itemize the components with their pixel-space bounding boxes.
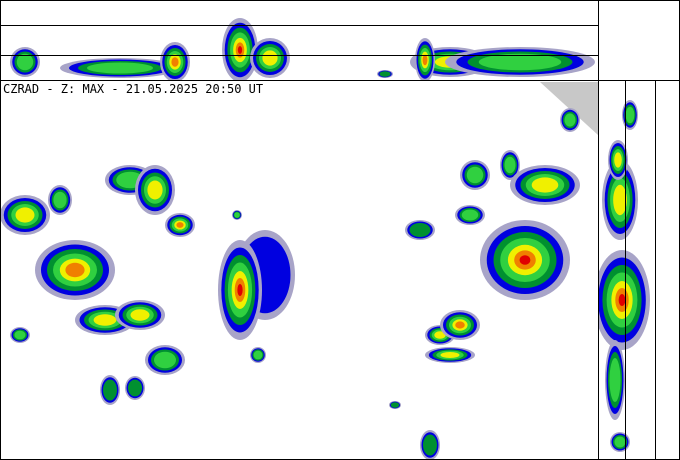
- echo: [422, 54, 428, 66]
- main-map: [1, 82, 598, 460]
- echo: [504, 156, 516, 174]
- echo: [171, 57, 179, 67]
- echo: [609, 358, 621, 402]
- echo: [478, 53, 562, 71]
- echo: [14, 330, 26, 340]
- echo: [379, 71, 391, 77]
- echo: [130, 309, 150, 321]
- echo: [434, 331, 446, 339]
- echo: [455, 321, 465, 329]
- echo: [531, 177, 559, 193]
- echo: [237, 46, 243, 54]
- echo: [16, 53, 34, 71]
- echo: [262, 50, 278, 66]
- echo: [625, 106, 635, 124]
- echo: [103, 379, 117, 401]
- echo: [15, 207, 35, 223]
- echo: [618, 294, 626, 306]
- echo: [147, 180, 163, 200]
- echo: [466, 166, 484, 184]
- echo: [237, 284, 243, 296]
- echo: [390, 402, 400, 408]
- echo: [128, 379, 142, 397]
- echo: [564, 113, 576, 127]
- echo: [253, 350, 263, 360]
- echo: [519, 255, 531, 265]
- title: CZRAD - Z: MAX - 21.05.2025 20:50 UT: [3, 82, 263, 96]
- echo: [461, 209, 479, 221]
- echo: [87, 62, 153, 74]
- echo: [614, 436, 626, 448]
- echo: [234, 212, 240, 218]
- echo: [93, 314, 117, 326]
- echo: [614, 152, 622, 168]
- echo: [154, 351, 176, 369]
- echo: [423, 434, 437, 456]
- echo: [65, 262, 85, 278]
- echo: [613, 184, 627, 216]
- echo: [176, 222, 184, 228]
- echo: [440, 351, 460, 359]
- echo: [409, 223, 431, 237]
- echo: [53, 191, 67, 209]
